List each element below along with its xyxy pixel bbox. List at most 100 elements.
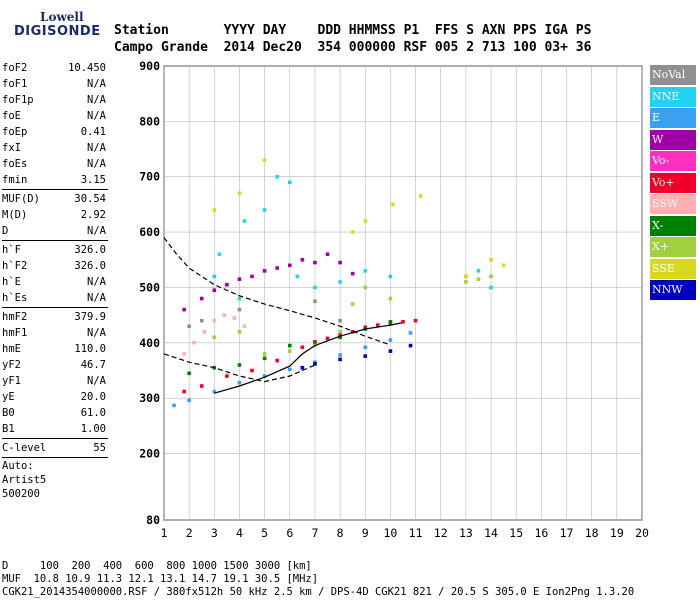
data-point-x- bbox=[388, 319, 393, 324]
param-value: N/A bbox=[87, 276, 106, 288]
param-value: 1.00 bbox=[80, 423, 106, 435]
param-row: yE 20.0 bbox=[2, 389, 108, 405]
data-point-x- bbox=[489, 274, 493, 279]
param-value: 379.9 bbox=[74, 311, 106, 323]
legend-item: NoVal bbox=[650, 65, 696, 85]
data-point-sse bbox=[418, 194, 423, 198]
auto-scaling-line: Auto: bbox=[2, 460, 34, 472]
param-value: N/A bbox=[87, 327, 106, 339]
data-point-nnw bbox=[363, 354, 368, 358]
data-points bbox=[172, 158, 506, 408]
data-point-nnw bbox=[388, 349, 393, 353]
data-point-sse bbox=[501, 263, 506, 268]
param-row: B1 1.00 bbox=[2, 421, 108, 437]
x-tick-label: 15 bbox=[509, 526, 523, 540]
param-key: hmE bbox=[2, 343, 21, 355]
data-point-w bbox=[275, 266, 280, 270]
data-point-nne bbox=[295, 274, 300, 279]
x-tick-label: 11 bbox=[409, 526, 423, 540]
data-point-vo- bbox=[413, 318, 418, 323]
param-key: foE bbox=[2, 110, 21, 122]
param-row: C-level 55 bbox=[2, 440, 108, 456]
param-key: hmF1 bbox=[2, 327, 28, 339]
data-point-w bbox=[250, 274, 254, 279]
data-point-w bbox=[262, 269, 267, 273]
param-key: foEs bbox=[2, 158, 28, 170]
profile-dashed-line bbox=[163, 237, 391, 346]
data-point-nne bbox=[476, 269, 481, 273]
param-row: foE N/A bbox=[2, 108, 108, 124]
data-point-nne bbox=[217, 252, 222, 257]
param-value: 0.41 bbox=[80, 126, 106, 138]
data-point-nnw bbox=[313, 362, 317, 366]
param-key: D bbox=[2, 225, 9, 237]
y-tick-label: 80 bbox=[146, 513, 160, 527]
data-point-noval bbox=[199, 318, 204, 323]
data-point-x- bbox=[388, 296, 393, 301]
data-point-x- bbox=[187, 371, 191, 376]
data-point-sse bbox=[464, 274, 468, 279]
param-value: 30.54 bbox=[74, 193, 106, 205]
param-value: 55 bbox=[93, 442, 106, 454]
param-row: fmin 3.15 bbox=[2, 172, 108, 188]
legend-item: Vo- bbox=[650, 151, 696, 171]
data-point-vo- bbox=[275, 358, 280, 363]
data-point-x- bbox=[338, 335, 342, 340]
auto-scaling-line: Artist5 bbox=[2, 474, 47, 486]
y-tick-label: 300 bbox=[139, 391, 160, 405]
param-value: N/A bbox=[87, 94, 106, 106]
legend-item: Vo+ bbox=[650, 172, 696, 193]
grid-lines bbox=[163, 65, 643, 521]
data-point-e bbox=[237, 380, 242, 385]
data-point-vo- bbox=[225, 374, 229, 378]
data-point-ssw bbox=[202, 329, 207, 334]
param-key: M(D) bbox=[2, 209, 28, 221]
x-tick-label: 17 bbox=[560, 526, 574, 540]
x-tick-label: 10 bbox=[383, 526, 397, 540]
data-point-ssw bbox=[242, 324, 247, 329]
y-tick-label: 500 bbox=[139, 280, 160, 294]
data-point-x- bbox=[287, 343, 292, 348]
param-row: foF1 N/A bbox=[2, 76, 108, 92]
data-point-nnw bbox=[338, 357, 342, 362]
data-point-vo- bbox=[300, 345, 305, 350]
param-row: yF2 46.7 bbox=[2, 357, 108, 373]
x-tick-label: 6 bbox=[286, 526, 293, 540]
data-point-vo- bbox=[401, 319, 405, 324]
data-point-nne bbox=[363, 269, 368, 273]
data-point-vo- bbox=[325, 336, 330, 341]
scaled-parameters-panel: foF2 10.450 foF1 N/A foF1p N/A foE N/A foEp 0.41 f… bbox=[2, 60, 108, 501]
param-key: h`F2 bbox=[2, 260, 28, 272]
auto-scaling-line: 500200 bbox=[2, 488, 40, 500]
param-key: foEp bbox=[2, 126, 28, 138]
param-separator bbox=[2, 189, 108, 190]
data-point-nne bbox=[212, 274, 217, 279]
data-point-vo- bbox=[199, 384, 204, 388]
data-point-nnw bbox=[408, 343, 413, 348]
footer-muf-line: MUF 10.8 10.9 11.3 12.1 13.1 14.7 19.1 3… bbox=[2, 573, 319, 585]
data-point-nne bbox=[338, 280, 342, 284]
x-tick-label: 1 bbox=[161, 526, 168, 540]
data-point-nne bbox=[489, 285, 493, 290]
data-point-sse bbox=[212, 208, 217, 212]
hf-trace-line bbox=[214, 322, 402, 394]
data-point-e bbox=[187, 398, 191, 403]
x-tick-label: 2 bbox=[186, 526, 193, 540]
data-point-sse bbox=[237, 191, 242, 196]
param-row: hmF1 N/A bbox=[2, 325, 108, 341]
data-point-x- bbox=[262, 356, 267, 361]
data-point-sse bbox=[363, 219, 368, 223]
plot-area bbox=[163, 65, 643, 521]
param-row: foEs N/A bbox=[2, 156, 108, 172]
data-point-nnw bbox=[300, 365, 305, 370]
param-row: h`E N/A bbox=[2, 274, 108, 290]
param-value: 3.15 bbox=[80, 174, 106, 186]
data-point-w bbox=[350, 271, 355, 276]
data-point-w bbox=[225, 282, 229, 287]
legend-item: SSW bbox=[650, 194, 696, 214]
param-key: foF2 bbox=[2, 62, 28, 74]
x-tick-label: 14 bbox=[484, 526, 498, 540]
legend: NoVal NNE E W Vo- Vo+ SSW X- X+ SSE NNW bbox=[650, 65, 696, 302]
data-point-x- bbox=[237, 329, 242, 334]
x-tick-label: 16 bbox=[534, 526, 548, 540]
